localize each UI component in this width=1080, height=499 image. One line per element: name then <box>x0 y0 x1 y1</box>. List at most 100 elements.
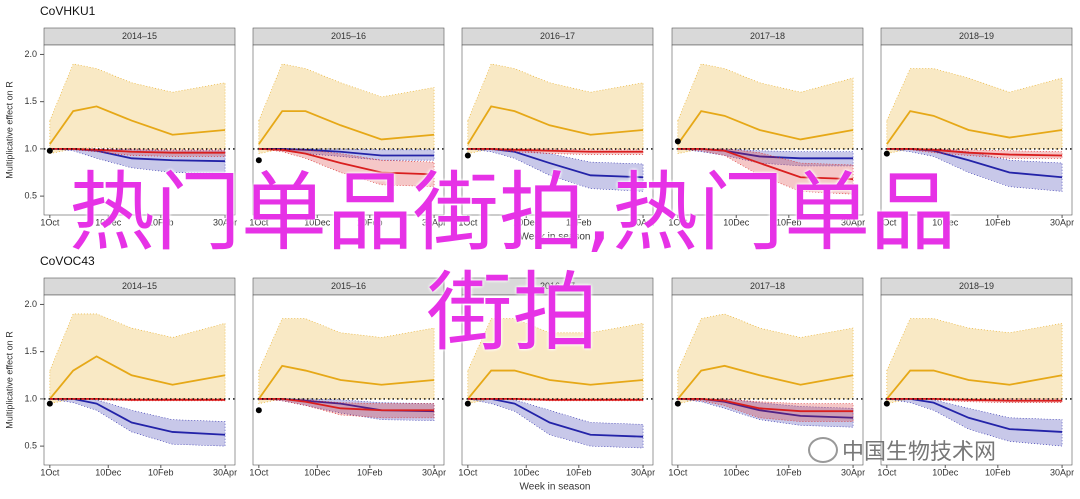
panel-frame <box>43 44 236 216</box>
x-tick-label: 30Apr <box>213 467 237 477</box>
start-point <box>46 147 53 154</box>
start-point <box>883 150 890 157</box>
x-tick-label: 1Oct <box>877 467 897 477</box>
band <box>258 148 435 187</box>
band <box>677 313 854 404</box>
panel-title: 2016–17 <box>540 31 575 41</box>
panel-frame <box>252 294 445 466</box>
start-point <box>464 152 471 159</box>
x-tick-label: 10Feb <box>985 467 1011 477</box>
panel-title: 2018–19 <box>959 31 994 41</box>
x-tick-label: 10Dec <box>932 467 959 477</box>
y-tick-label: 0.5 <box>24 190 37 200</box>
y-tick-label: 1.0 <box>24 143 37 153</box>
line <box>677 397 854 413</box>
x-tick-label: 1Oct <box>249 467 269 477</box>
line <box>677 110 854 145</box>
x-tick-label: 10Feb <box>776 467 802 477</box>
start-point <box>255 407 262 414</box>
x-tick-label: 30Apr <box>841 217 865 227</box>
line <box>467 369 644 400</box>
x-tick-label: 10Dec <box>513 217 540 227</box>
start-point <box>674 138 681 145</box>
panel-title: 2015–16 <box>331 281 366 291</box>
panel-title: 2014–15 <box>122 31 157 41</box>
panel-title: 2015–16 <box>331 31 366 41</box>
panel-frame <box>880 44 1073 216</box>
start-point <box>674 400 681 407</box>
line <box>886 397 1063 402</box>
line <box>49 147 226 154</box>
line <box>467 397 644 401</box>
x-tick-label: 1Oct <box>458 467 478 477</box>
x-tick-label: 30Apr <box>213 217 237 227</box>
panel-title: 2017–18 <box>750 281 785 291</box>
line <box>886 147 1063 157</box>
line <box>677 364 854 400</box>
chart-title: CoVOC43 <box>40 254 95 268</box>
x-tick-label: 10Feb <box>566 217 592 227</box>
x-tick-label: 10Dec <box>932 217 959 227</box>
x-axis-label: Week in season <box>520 232 591 243</box>
x-tick-label: 30Apr <box>422 217 446 227</box>
x-tick-label: 10Dec <box>95 467 122 477</box>
line <box>258 397 435 412</box>
line <box>886 369 1063 400</box>
overlay-text: 热门单品街拍,热门单品街拍 <box>68 163 957 363</box>
band <box>467 318 644 404</box>
start-point <box>464 400 471 407</box>
band <box>677 148 854 195</box>
band <box>677 398 854 422</box>
x-tick-label: 30Apr <box>841 467 865 477</box>
start-point <box>255 157 262 164</box>
x-tick-label: 10Dec <box>723 217 750 227</box>
y-tick-label: 2.0 <box>24 299 37 309</box>
x-tick-label: 30Apr <box>631 217 655 227</box>
start-point <box>883 400 890 407</box>
line <box>49 397 226 401</box>
line <box>886 110 1063 145</box>
x-tick-label: 30Apr <box>422 467 446 477</box>
line <box>467 147 644 153</box>
x-tick-label: 1Oct <box>40 217 60 227</box>
x-tick-label: 10Feb <box>148 217 174 227</box>
x-tick-label: 1Oct <box>458 217 478 227</box>
x-tick-label: 10Feb <box>148 467 174 477</box>
line <box>258 110 435 145</box>
line <box>49 105 226 145</box>
x-axis-label: Week in season <box>520 482 591 493</box>
y-tick-label: 1.5 <box>24 346 37 356</box>
panel-title: 2016–17 <box>540 281 575 291</box>
x-tick-label: 1Oct <box>668 467 688 477</box>
x-tick-label: 10Dec <box>513 467 540 477</box>
y-axis-label: Multiplicative effect on R <box>4 331 14 429</box>
band <box>49 63 226 154</box>
panel-frame <box>461 44 654 216</box>
panel-title: 2017–18 <box>750 31 785 41</box>
line <box>258 364 435 400</box>
panel-frame <box>671 44 864 216</box>
x-tick-label: 30Apr <box>631 467 655 477</box>
x-tick-label: 10Dec <box>304 217 331 227</box>
x-tick-label: 10Feb <box>776 217 802 227</box>
y-axis-label: Multiplicative effect on R <box>4 81 14 179</box>
panel-frame <box>252 44 445 216</box>
y-tick-label: 1.0 <box>24 393 37 403</box>
panel-title: 2014–15 <box>122 281 157 291</box>
x-tick-label: 30Apr <box>1050 467 1074 477</box>
band <box>467 63 644 154</box>
chart-title: CoVHKU1 <box>40 4 96 18</box>
watermark-logo <box>808 437 838 463</box>
x-tick-label: 10Dec <box>723 467 750 477</box>
band <box>677 63 854 154</box>
x-tick-label: 10Feb <box>985 217 1011 227</box>
y-tick-label: 0.5 <box>24 440 37 450</box>
line <box>258 147 435 176</box>
line <box>467 105 644 145</box>
start-point <box>46 400 53 407</box>
panel-title: 2018–19 <box>959 281 994 291</box>
y-tick-label: 1.5 <box>24 96 37 106</box>
y-tick-label: 2.0 <box>24 49 37 59</box>
